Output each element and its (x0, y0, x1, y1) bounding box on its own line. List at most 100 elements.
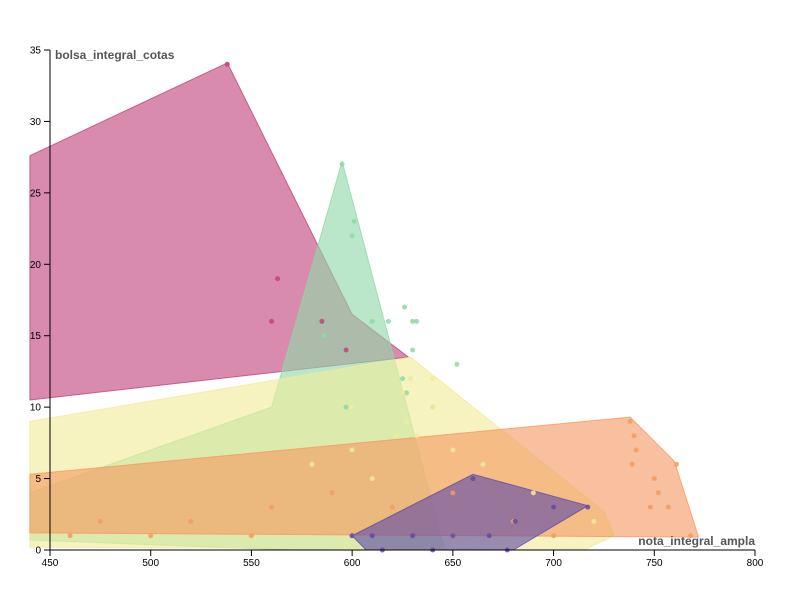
series-5-point (551, 504, 557, 510)
series-4-point (627, 418, 633, 424)
series-2-point (410, 347, 416, 353)
y-tick-label: 5 (35, 474, 41, 485)
series-4-point (188, 518, 194, 524)
series-3-point (530, 490, 536, 496)
series-4-point (67, 533, 73, 539)
x-tick: 600 (344, 550, 361, 569)
series-5-point (369, 533, 375, 539)
series-2-point (369, 318, 375, 324)
series-5-point (450, 533, 456, 539)
y-tick-label: 20 (30, 260, 42, 271)
y-axis: 0 5 10 15 20 25 30 35 (30, 46, 51, 557)
series-3-point (404, 418, 409, 424)
series-3-point (408, 376, 414, 382)
series-3-point (349, 404, 355, 410)
series-1-point (224, 61, 230, 67)
series-3-point (430, 376, 436, 382)
y-tick: 30 (30, 117, 50, 128)
x-tick-label: 600 (344, 558, 361, 569)
series-2-point (402, 304, 407, 310)
series-3-point (430, 404, 436, 410)
series-4-point (631, 433, 637, 439)
series-hulls (29, 62, 700, 551)
series-2-point (400, 376, 405, 382)
x-tick: 700 (545, 550, 562, 569)
series-5-point (486, 533, 492, 539)
series-4-point (450, 490, 456, 496)
x-axis: 450 500 550 600 650 700 750 800 (42, 549, 764, 569)
series-1-point (343, 347, 349, 353)
y-tick: 0 (35, 546, 50, 557)
series-3-point (450, 447, 456, 453)
series-4-point (329, 490, 335, 496)
series-1-point (275, 276, 281, 282)
x-tick: 750 (646, 550, 663, 569)
series-4-point (647, 504, 653, 510)
y-tick-label: 30 (30, 117, 42, 128)
x-tick: 450 (42, 550, 59, 569)
series-2-point (339, 161, 345, 167)
series-4-point (665, 504, 671, 510)
series-4-point (651, 476, 657, 482)
x-tick-label: 750 (646, 558, 663, 569)
series-3-point (394, 433, 399, 439)
x-tick-label: 800 (747, 558, 764, 569)
x-tick: 550 (243, 550, 260, 569)
series-3-point (369, 476, 375, 482)
x-tick-label: 450 (42, 558, 59, 569)
series-4-point (633, 447, 639, 453)
y-tick-label: 35 (30, 46, 42, 57)
series-3-point (414, 433, 420, 439)
y-tick: 25 (30, 188, 50, 199)
series-3-point (480, 461, 486, 467)
y-axis-label: bolsa_integral_cotas (55, 48, 175, 62)
series-4-point (551, 533, 557, 539)
series-2-point (414, 318, 420, 324)
series-5-point (349, 533, 355, 539)
series-4-point (629, 461, 635, 467)
series-4-point (389, 504, 395, 510)
series-2-point (404, 390, 409, 396)
series-5-point (512, 518, 518, 524)
series-2-point (410, 318, 416, 324)
x-tick: 800 (747, 550, 764, 569)
series-2-point (351, 218, 357, 224)
series-2-point (454, 361, 460, 367)
series-4-point (148, 533, 154, 539)
x-tick: 650 (445, 550, 462, 569)
y-tick: 20 (30, 260, 50, 271)
series-2-point (385, 318, 391, 324)
x-tick-label: 500 (142, 558, 159, 569)
series-5-point (585, 504, 591, 510)
x-axis-label: nota_integral_ampla (638, 534, 755, 548)
series-4-point (688, 533, 693, 539)
series-4-point (673, 461, 679, 467)
series-3-point (309, 461, 315, 467)
series-3-point (400, 390, 405, 396)
series-5-point (410, 533, 416, 539)
y-tick: 5 (35, 474, 50, 485)
series-1-point (319, 318, 325, 324)
y-tick: 15 (30, 331, 50, 342)
y-tick: 10 (30, 403, 50, 414)
y-tick-label: 15 (30, 331, 42, 342)
y-tick-label: 25 (30, 188, 42, 199)
y-tick-label: 0 (35, 546, 41, 557)
series-4-point (269, 504, 275, 510)
series-1-point (269, 318, 275, 324)
x-tick-label: 700 (545, 558, 562, 569)
x-tick: 500 (142, 550, 159, 569)
series-5-point (470, 476, 476, 482)
y-tick: 35 (30, 46, 50, 57)
series-4-point (248, 533, 254, 539)
y-tick-label: 10 (30, 403, 42, 414)
series-3-point (591, 518, 597, 524)
series-3-point (349, 447, 355, 453)
x-tick-label: 650 (445, 558, 462, 569)
series-2-point (343, 404, 349, 410)
series-4-point (655, 490, 661, 496)
series-4-point (97, 518, 103, 524)
series-2-point (349, 233, 355, 239)
series-2-point (321, 333, 327, 339)
